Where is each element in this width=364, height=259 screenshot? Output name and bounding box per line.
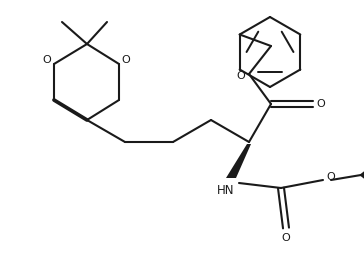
Text: O: O (282, 233, 290, 243)
Polygon shape (226, 144, 251, 178)
Text: HN: HN (217, 183, 235, 197)
Text: O: O (237, 71, 245, 81)
Text: O: O (317, 99, 325, 109)
Text: O: O (327, 172, 335, 182)
Text: O: O (122, 55, 130, 65)
Text: O: O (43, 55, 51, 65)
